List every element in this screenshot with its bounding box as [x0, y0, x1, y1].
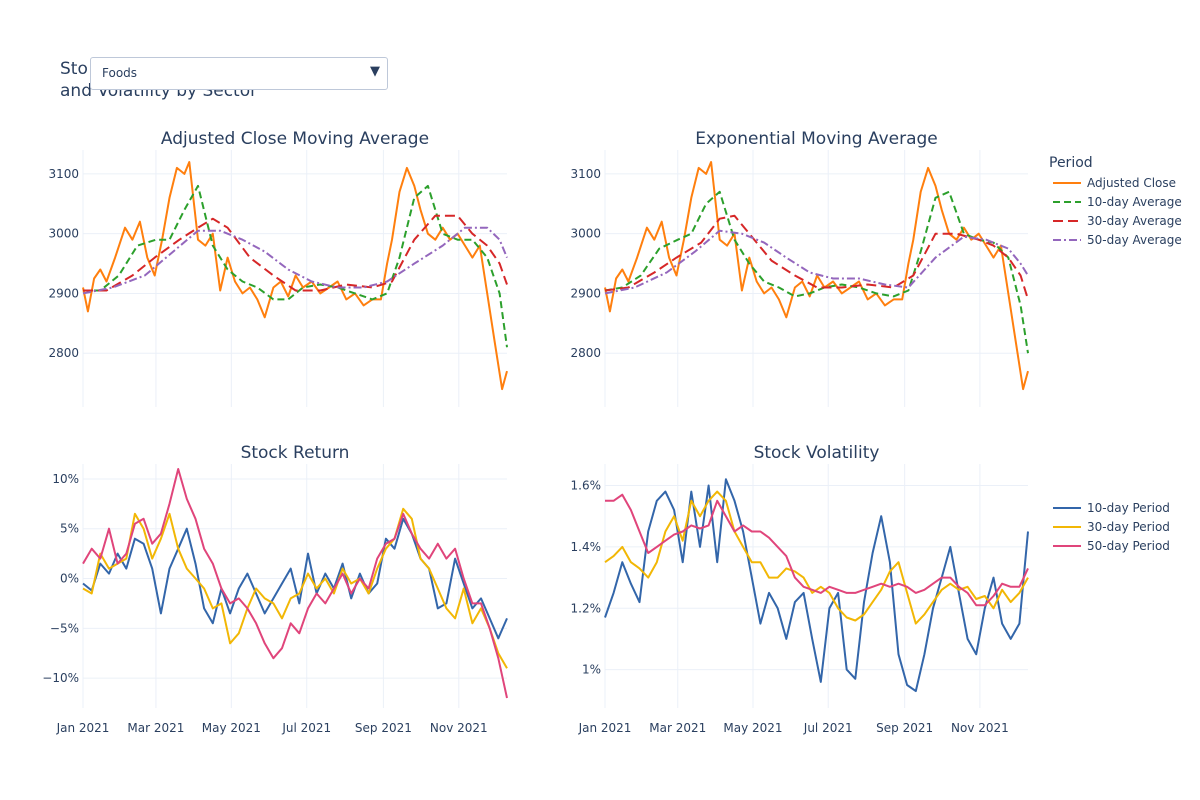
- y-tick-label: 1.6%: [571, 478, 602, 492]
- subplot-title: Adjusted Close Moving Average: [161, 129, 429, 149]
- series-line-30-day-average[interactable]: [604, 214, 1029, 300]
- x-tick-label: Sep 2021: [355, 721, 412, 735]
- y-tick-label: 1%: [582, 663, 601, 677]
- y-tick-label: −5%: [50, 621, 79, 635]
- x-tick-label: Jul 2021: [803, 721, 853, 735]
- legend-label: 30-day Average: [1087, 214, 1182, 228]
- y-tick-label: 3100: [48, 167, 79, 181]
- series-line-10-day-average[interactable]: [83, 184, 508, 348]
- legend-title: Period: [1049, 155, 1093, 171]
- x-tick-label: Mar 2021: [649, 721, 706, 735]
- legend-label: 50-day Period: [1087, 539, 1170, 553]
- y-tick-label: 0%: [60, 572, 79, 586]
- y-tick-label: 3000: [48, 227, 79, 241]
- y-tick-label: 2900: [570, 286, 601, 300]
- series-line-10-day-period[interactable]: [82, 517, 508, 640]
- series-line-50-day-average[interactable]: [604, 229, 1029, 295]
- y-tick-label: 2800: [48, 346, 79, 360]
- legend-label: 10-day Average: [1087, 195, 1182, 209]
- series-line-10-day-average[interactable]: [604, 190, 1029, 354]
- y-tick-label: 5%: [60, 522, 79, 536]
- series-line-adjusted-close[interactable]: [604, 161, 1029, 391]
- series-line-30-day-period[interactable]: [82, 507, 508, 669]
- series-line-50-day-period[interactable]: [82, 468, 508, 699]
- legend-item-30-day-period[interactable]: 30-day Period: [1053, 520, 1170, 534]
- legend-label: 30-day Period: [1087, 520, 1170, 534]
- series-line-50-day-period[interactable]: [605, 493, 1029, 607]
- y-tick-label: 10%: [52, 472, 79, 486]
- sector-dropdown[interactable]: Foods ▼: [90, 57, 388, 90]
- y-tick-label: 1.4%: [571, 540, 602, 554]
- y-tick-label: 3100: [570, 167, 601, 181]
- chart-panel-exponential-moving-average[interactable]: 2800 2900 3000 3100 Exponential Moving Avera…: [570, 129, 1029, 407]
- legend-item-30-day-average[interactable]: 30-day Average: [1053, 214, 1182, 228]
- legend-item-10-day-average[interactable]: 10-day Average: [1053, 195, 1182, 209]
- chevron-down-icon: ▼: [370, 64, 380, 79]
- legend-item-10-day-period[interactable]: 10-day Period: [1053, 501, 1170, 515]
- y-tick-label: 2900: [48, 286, 79, 300]
- legend[interactable]: Period Adjusted Close 10-day Average 30-da…: [1049, 155, 1182, 553]
- x-tick-label: Nov 2021: [430, 721, 488, 735]
- chart-panel-stock-return[interactable]: Jan 2021 Mar 2021 May 2021 Jul 2021 Sep 2021…: [42, 443, 508, 735]
- y-tick-label: 3000: [570, 227, 601, 241]
- x-tick-label: Jul 2021: [281, 721, 331, 735]
- series-line-30-day-period[interactable]: [604, 490, 1029, 625]
- series-line-10-day-period[interactable]: [604, 478, 1029, 693]
- legend-item-50-day-average[interactable]: 50-day Average: [1053, 233, 1182, 247]
- x-tick-label: Mar 2021: [127, 721, 184, 735]
- subplot-title: Stock Volatility: [754, 443, 880, 463]
- x-tick-label: Jan 2021: [56, 721, 110, 735]
- legend-label: 50-day Average: [1087, 233, 1182, 247]
- series-line-50-day-average[interactable]: [82, 226, 508, 295]
- legend-item-adjusted-close[interactable]: Adjusted Close: [1053, 176, 1176, 190]
- chart-panel-stock-volatility[interactable]: Jan 2021 Mar 2021 May 2021 Jul 2021 Sep 2021…: [571, 443, 1029, 735]
- legend-item-50-day-period[interactable]: 50-day Period: [1053, 539, 1170, 553]
- subplot-title: Exponential Moving Average: [695, 129, 938, 149]
- series-line-30-day-average[interactable]: [83, 214, 508, 292]
- y-tick-label: 2800: [570, 346, 601, 360]
- subplot-title: Stock Return: [241, 443, 350, 463]
- sector-dropdown-value: Foods: [102, 66, 138, 80]
- legend-label: Adjusted Close: [1087, 176, 1176, 190]
- x-tick-label: Sep 2021: [876, 721, 933, 735]
- x-tick-label: Jan 2021: [578, 721, 632, 735]
- x-tick-label: Nov 2021: [951, 721, 1009, 735]
- x-tick-label: May 2021: [723, 721, 782, 735]
- series-line-adjusted-close[interactable]: [82, 161, 508, 391]
- x-tick-label: May 2021: [202, 721, 261, 735]
- y-tick-label: 1.2%: [571, 601, 602, 615]
- y-tick-label: −10%: [42, 671, 79, 685]
- chart-panel-adjusted-close-moving-average[interactable]: 2800 2900 3000 3100 Adjusted Close Moving Av…: [48, 129, 508, 407]
- legend-label: 10-day Period: [1087, 501, 1170, 515]
